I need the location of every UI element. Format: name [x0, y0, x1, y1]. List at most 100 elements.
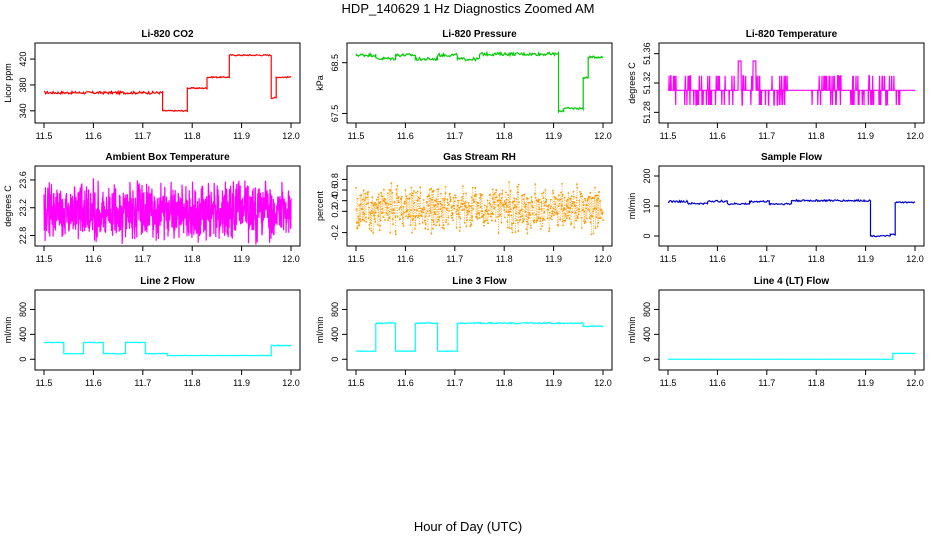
data-point: [594, 227, 597, 230]
data-point: [589, 191, 592, 194]
data-point: [397, 196, 400, 198]
data-point: [523, 193, 526, 196]
x-tick-label: 11.5: [660, 378, 677, 388]
plot-frame: [658, 289, 925, 371]
data-point: [380, 191, 382, 194]
data-point: [568, 217, 571, 220]
series-group: [355, 321, 604, 353]
data-point: [379, 219, 382, 222]
y-tick-label: 200: [642, 168, 652, 183]
data-point: [551, 210, 554, 213]
data-point: [516, 219, 518, 222]
chart-title: Sample Flow: [761, 152, 822, 163]
data-point: [383, 200, 386, 203]
series-group: [668, 60, 915, 106]
data-point: [588, 217, 591, 220]
y-tick-label: 51.36: [642, 42, 652, 65]
y-tick-label: 380: [18, 77, 28, 92]
data-point: [446, 198, 449, 201]
chart-panel: Li-820 Temperature degrees C 11.5 11.6 11.7 1…: [627, 29, 925, 141]
data-point: [378, 229, 381, 232]
data-point: [430, 187, 433, 190]
data-point: [362, 189, 365, 192]
x-tick-label: 11.5: [36, 131, 53, 141]
x-tick-label: 11.7: [758, 131, 775, 141]
data-point: [489, 215, 492, 218]
data-point: [522, 220, 525, 223]
data-point: [373, 218, 376, 221]
data-point: [374, 221, 377, 223]
chart-title: Line 3 Flow: [452, 276, 507, 287]
chart-title: Li-820 CO2: [141, 29, 194, 40]
series-line: [667, 198, 916, 238]
data-point: [486, 219, 488, 222]
data-point: [601, 213, 604, 215]
data-point: [402, 225, 405, 227]
x-tick-label: 11.9: [233, 131, 250, 141]
data-point: [581, 195, 584, 198]
data-point: [459, 217, 462, 220]
data-point: [494, 192, 496, 194]
data-point: [376, 206, 379, 208]
data-point: [399, 206, 402, 209]
data-point: [438, 224, 441, 227]
y-tick-label: 800: [18, 302, 28, 317]
data-point: [596, 225, 599, 228]
y-axis-label: Licor ppm: [3, 63, 13, 103]
data-point: [404, 189, 407, 191]
data-point: [416, 199, 419, 202]
data-point: [457, 213, 460, 216]
x-tick-label: 11.7: [758, 378, 775, 388]
chart-title: Li-820 Pressure: [442, 29, 517, 40]
x-tick-label: 11.8: [184, 378, 201, 388]
y-tick-label: 340: [18, 103, 28, 118]
data-point: [561, 194, 564, 196]
x-tick-label: 11.8: [184, 131, 201, 141]
data-point: [583, 220, 585, 222]
data-point: [433, 204, 436, 207]
data-point: [443, 227, 445, 230]
plot-frame: [346, 165, 613, 247]
data-point: [474, 186, 477, 189]
x-tick-label: 12.0: [594, 378, 612, 388]
data-point: [591, 196, 594, 199]
y-tick-label: 0.4: [330, 194, 340, 207]
data-point: [475, 216, 478, 219]
data-point: [393, 201, 396, 203]
data-point: [549, 198, 552, 201]
data-point: [526, 232, 529, 235]
chart-panel: Li-820 Pressure kPa 11.5 11.6 11.7 11.8 11.9 12…: [315, 29, 613, 141]
x-tick-label: 11.9: [545, 254, 562, 264]
x-tick-label: 11.8: [808, 378, 825, 388]
x-tick-label: 12.0: [906, 131, 924, 141]
y-tick-label: 51.28: [642, 101, 652, 124]
data-point: [524, 203, 527, 206]
series-group: [355, 50, 604, 114]
data-point: [498, 199, 500, 202]
x-tick-label: 11.7: [134, 131, 151, 141]
data-point: [377, 224, 379, 226]
data-point: [435, 198, 438, 201]
y-tick-label: 0.6: [330, 184, 340, 197]
chart-title: Line 4 (LT) Flow: [754, 276, 830, 287]
chart-panel: Sample Flow ml/min 11.5 11.6 11.7 11.8 11.9 12.…: [627, 152, 925, 264]
data-point: [449, 196, 452, 199]
data-point: [500, 221, 503, 224]
x-tick-label: 11.5: [348, 254, 365, 264]
data-point: [428, 188, 431, 191]
x-tick-label: 11.7: [758, 254, 775, 264]
chart-panel: Gas Stream RH percent 11.5 11.6 11.7 11.8 11.9…: [315, 152, 613, 264]
data-point: [427, 204, 430, 207]
data-point: [578, 199, 581, 202]
data-point: [481, 193, 483, 196]
data-point: [463, 208, 465, 211]
data-point: [559, 218, 562, 221]
data-point: [545, 198, 548, 201]
data-point: [375, 198, 378, 201]
data-point: [394, 230, 397, 233]
data-point: [358, 204, 361, 207]
data-point: [396, 215, 399, 218]
data-point: [461, 209, 464, 212]
series-line: [355, 321, 604, 353]
data-point: [451, 205, 454, 208]
